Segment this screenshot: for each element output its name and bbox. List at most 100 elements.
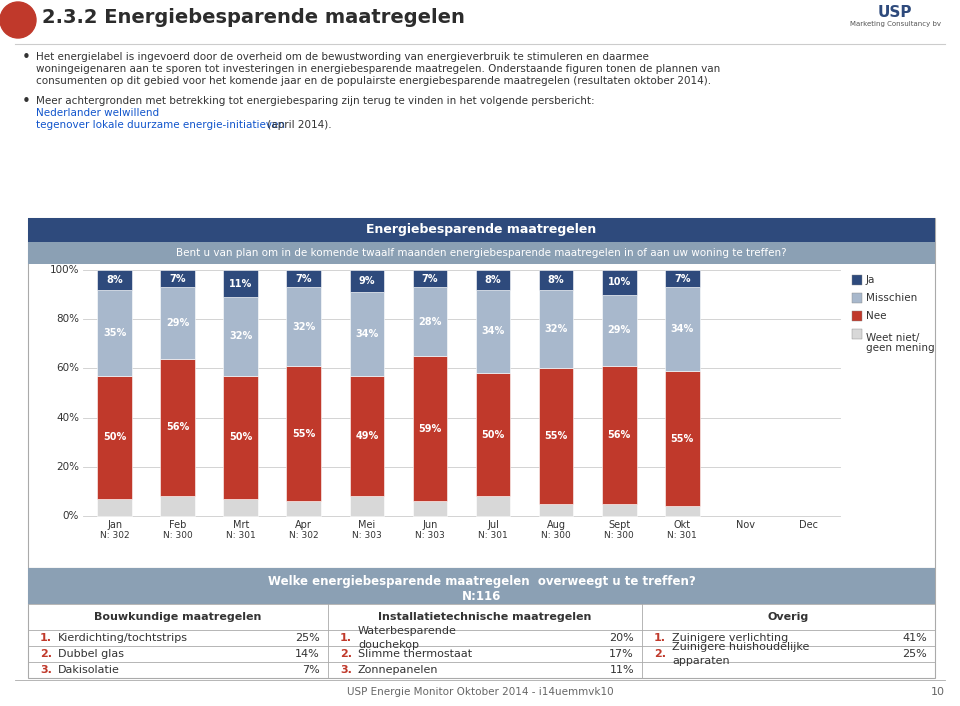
- Text: N: 300: N: 300: [605, 531, 635, 540]
- Text: consumenten op dit gebied voor het komende jaar en de populairste energiebespare: consumenten op dit gebied voor het komen…: [36, 76, 711, 86]
- Text: 55%: 55%: [292, 429, 316, 438]
- Text: Okt: Okt: [674, 520, 691, 530]
- Text: Bent u van plan om in de komende twaalf maanden energiebesparende maatregelen in: Bent u van plan om in de komende twaalf …: [177, 248, 787, 258]
- Text: douchekop: douchekop: [358, 640, 419, 650]
- Text: N:116: N:116: [462, 590, 501, 602]
- Text: Nee: Nee: [866, 311, 886, 321]
- Text: Apr: Apr: [296, 520, 312, 530]
- Text: 55%: 55%: [544, 431, 567, 441]
- Bar: [286, 270, 322, 287]
- Text: 20%: 20%: [610, 633, 634, 643]
- Bar: [602, 270, 636, 294]
- Bar: [665, 506, 700, 516]
- Text: 25%: 25%: [296, 633, 320, 643]
- Bar: [852, 275, 862, 285]
- Text: Zuinigere verlichting: Zuinigere verlichting: [672, 633, 788, 643]
- Text: 35%: 35%: [103, 328, 126, 337]
- Bar: [160, 359, 195, 496]
- Bar: [349, 496, 384, 516]
- Text: N: 303: N: 303: [415, 531, 444, 540]
- Text: 10%: 10%: [608, 277, 631, 287]
- Bar: [97, 270, 132, 289]
- Bar: [160, 496, 195, 516]
- Text: N: 300: N: 300: [541, 531, 571, 540]
- Bar: [476, 496, 511, 516]
- Text: 2.: 2.: [40, 649, 52, 659]
- Text: 7%: 7%: [296, 274, 312, 284]
- Text: 7%: 7%: [169, 274, 186, 284]
- Text: Jun: Jun: [422, 520, 438, 530]
- Text: 50%: 50%: [229, 432, 252, 442]
- Text: Sept: Sept: [608, 520, 631, 530]
- Bar: [665, 287, 700, 371]
- Text: 32%: 32%: [229, 331, 252, 342]
- Bar: [224, 376, 258, 498]
- Text: USP Energie Monitor Oktober 2014 - i14uemmvk10: USP Energie Monitor Oktober 2014 - i14ue…: [347, 687, 613, 697]
- Text: Overig: Overig: [768, 612, 809, 622]
- Text: 1.: 1.: [340, 633, 352, 643]
- Bar: [224, 270, 258, 297]
- Text: 34%: 34%: [481, 326, 505, 337]
- Text: 3.: 3.: [340, 665, 352, 675]
- Text: Welke energiebesparende maatregelen  overweegt u te treffen?: Welke energiebesparende maatregelen over…: [268, 575, 695, 589]
- Text: 25%: 25%: [902, 649, 927, 659]
- Bar: [413, 501, 447, 516]
- Text: 40%: 40%: [56, 412, 79, 423]
- Bar: [476, 289, 511, 373]
- Text: 1.: 1.: [40, 633, 52, 643]
- Bar: [476, 270, 511, 289]
- Bar: [476, 373, 511, 496]
- Text: 34%: 34%: [671, 324, 694, 334]
- Text: Marketing Consultancy bv: Marketing Consultancy bv: [850, 21, 941, 27]
- Bar: [28, 568, 935, 604]
- Circle shape: [0, 2, 36, 38]
- Text: 59%: 59%: [419, 424, 442, 433]
- Text: •: •: [22, 50, 31, 65]
- Text: 55%: 55%: [671, 433, 694, 443]
- Text: 29%: 29%: [608, 325, 631, 335]
- Text: (april 2014).: (april 2014).: [264, 120, 331, 130]
- Text: Installatietechnische maatregelen: Installatietechnische maatregelen: [378, 612, 591, 622]
- Text: 8%: 8%: [548, 275, 564, 285]
- Text: 56%: 56%: [166, 422, 189, 433]
- Text: Energiebesparende maatregelen: Energiebesparende maatregelen: [367, 224, 596, 237]
- Text: Het energielabel is ingevoerd door de overheid om de bewustwording van energieve: Het energielabel is ingevoerd door de ov…: [36, 52, 649, 62]
- Bar: [852, 293, 862, 303]
- Bar: [852, 329, 862, 339]
- Text: Aug: Aug: [546, 520, 565, 530]
- Text: N: 302: N: 302: [289, 531, 319, 540]
- Text: Bouwkundige maatregelen: Bouwkundige maatregelen: [94, 612, 262, 622]
- Text: Misschien: Misschien: [866, 293, 917, 303]
- Text: 20%: 20%: [56, 462, 79, 472]
- Bar: [286, 287, 322, 366]
- Text: N: 301: N: 301: [478, 531, 508, 540]
- Text: Zuinigere huishoudelijke: Zuinigere huishoudelijke: [672, 642, 809, 652]
- Text: Dubbel glas: Dubbel glas: [58, 649, 124, 659]
- Text: 100%: 100%: [50, 265, 79, 275]
- Text: 56%: 56%: [608, 430, 631, 440]
- Text: Weet niet/: Weet niet/: [866, 333, 920, 343]
- Text: 11%: 11%: [610, 665, 634, 675]
- Text: 2.: 2.: [654, 649, 666, 659]
- Text: woningeigenaren aan te sporen tot investeringen in energiebesparende maatregelen: woningeigenaren aan te sporen tot invest…: [36, 64, 720, 74]
- Text: 60%: 60%: [56, 364, 79, 373]
- Text: Jan: Jan: [107, 520, 122, 530]
- Text: Zonnepanelen: Zonnepanelen: [358, 665, 439, 675]
- Text: Meer achtergronden met betrekking tot energiebesparing zijn terug te vinden in h: Meer achtergronden met betrekking tot en…: [36, 96, 598, 106]
- Text: 80%: 80%: [56, 314, 79, 324]
- Text: 28%: 28%: [419, 317, 442, 327]
- Text: Nov: Nov: [736, 520, 755, 530]
- Text: Kierdichting/tochtstrips: Kierdichting/tochtstrips: [58, 633, 188, 643]
- Bar: [160, 287, 195, 359]
- Text: Waterbesparende: Waterbesparende: [358, 626, 457, 636]
- Bar: [28, 218, 935, 242]
- Bar: [224, 498, 258, 516]
- Text: 2.3.2 Energiebesparende maatregelen: 2.3.2 Energiebesparende maatregelen: [42, 8, 465, 27]
- Text: geen mening: geen mening: [866, 343, 935, 353]
- Text: 50%: 50%: [103, 432, 126, 442]
- Text: N: 300: N: 300: [163, 531, 193, 540]
- Text: N: 303: N: 303: [352, 531, 382, 540]
- Bar: [413, 356, 447, 501]
- Bar: [160, 270, 195, 287]
- Text: 41%: 41%: [902, 633, 927, 643]
